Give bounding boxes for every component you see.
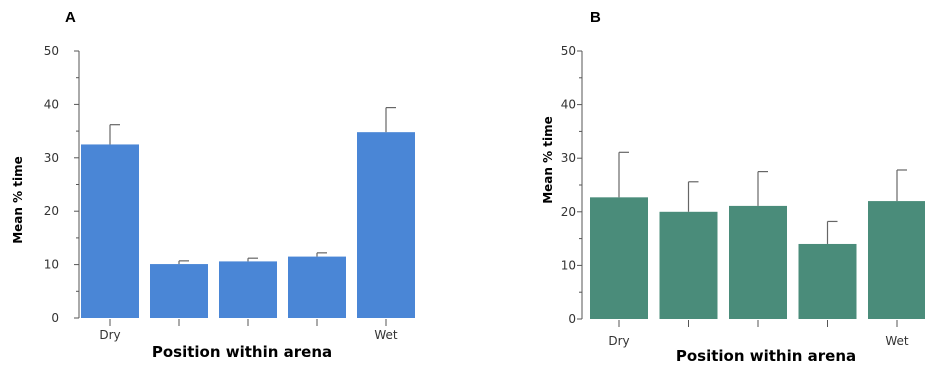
panel-a-error-bars <box>109 107 396 265</box>
panel-b-category-label: Wet <box>885 334 909 348</box>
panel-a-x-axis-title: Position within arena <box>152 343 332 361</box>
panel-a-bars <box>81 132 415 318</box>
panel-b-y-tick-label: 10 <box>561 258 576 272</box>
panel-a-y-tick-label: 0 <box>51 311 59 325</box>
panel-a-y-tick-label: 40 <box>44 97 59 111</box>
panel-a-label: A <box>65 9 76 26</box>
panel-b-bar-5 <box>868 201 925 319</box>
panel-a-y-tick-label: 20 <box>44 204 59 218</box>
panel-b-x-axis-title: Position within arena <box>676 347 856 365</box>
panel-a-y-ticks: 0 10 20 30 40 50 <box>44 44 80 325</box>
panel-b-bar-4 <box>798 243 857 319</box>
panel-b-x-categories: Dry Wet <box>608 320 909 348</box>
panel-a-bar-2 <box>150 264 208 318</box>
panel-a-bar-3 <box>219 261 277 318</box>
panel-b-category-label: Dry <box>608 334 629 348</box>
panel-b-y-axis-title: Mean % time <box>541 116 555 204</box>
panel-b-y-tick-label: 30 <box>561 151 576 165</box>
panel-a-bar-5 <box>357 132 415 318</box>
panel-b-y-tick-label: 40 <box>561 98 576 112</box>
panel-b-y-tick-label: 0 <box>568 312 576 326</box>
panel-b-y-tick-label: 50 <box>561 44 576 58</box>
panel-a-x-categories: Dry Wet <box>99 319 398 342</box>
panel-a-y-tick-label: 50 <box>44 44 59 58</box>
panel-a-category-label: Dry <box>99 328 120 342</box>
panel-b-bars <box>590 197 925 319</box>
panel-b-y-ticks: 0 10 20 30 40 50 <box>561 44 583 326</box>
panel-b-bar-2 <box>659 211 718 319</box>
panel-b-bar-3 <box>729 205 787 319</box>
panel-b-error-bars <box>618 151 907 244</box>
panel-a-category-label: Wet <box>374 328 398 342</box>
panel-a-y-tick-label: 30 <box>44 151 59 165</box>
panel-a-y-tick-label: 10 <box>44 258 59 272</box>
panel-a: A 0 10 20 30 40 50 Dry Wet Position within are… <box>11 9 415 361</box>
panel-a-bar-4 <box>288 256 346 318</box>
panel-a-bar-1 <box>81 144 139 318</box>
panel-b-bar-1 <box>590 197 648 319</box>
panel-b-label: B <box>590 9 601 26</box>
panel-a-y-axis-title: Mean % time <box>11 156 25 244</box>
panel-b-y-tick-label: 20 <box>561 205 576 219</box>
panel-b: B 0 10 20 30 40 50 Dry Wet Position within are… <box>541 9 925 365</box>
